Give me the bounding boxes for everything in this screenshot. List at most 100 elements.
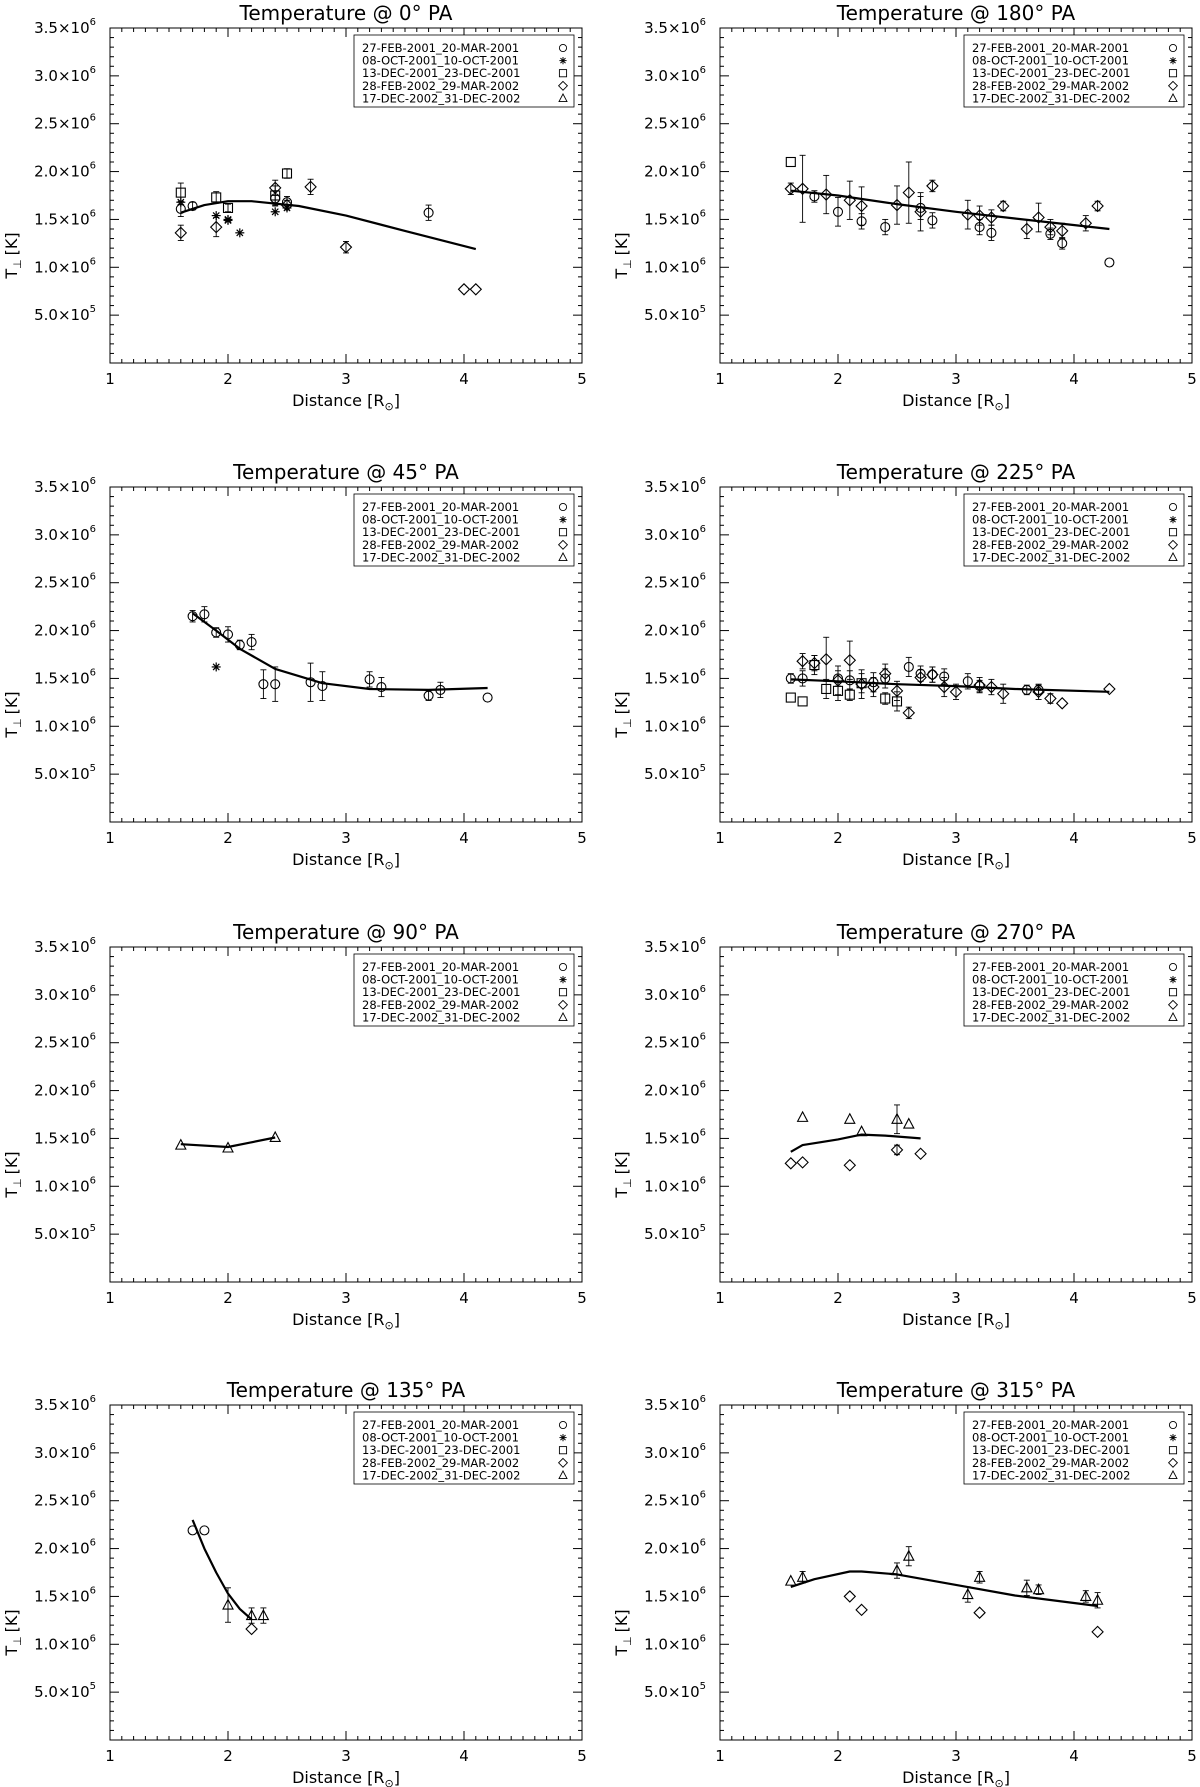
- y-axis-label-sub: ⊥: [11, 259, 24, 269]
- error-bar: [225, 1587, 231, 1623]
- legend-label: 08-OCT-2001_10-OCT-2001: [362, 973, 519, 987]
- legend-label: 17-DEC-2002_31-DEC-2002: [972, 550, 1130, 564]
- marker-square: [785, 156, 796, 168]
- legend-label: 13-DEC-2001_23-DEC-2001: [362, 66, 520, 80]
- marker-triangle: [245, 1608, 258, 1621]
- panel-7: Temperature @ 315° PA1 2 3 4 55.0×1051.0×106…: [612, 1378, 1197, 1787]
- error-bar: [213, 191, 220, 204]
- y-tick-label: 5.0×105: [644, 763, 706, 783]
- tick-exponent: 6: [90, 1175, 96, 1186]
- marker-diamond: [1091, 199, 1104, 213]
- error-bar: [976, 205, 983, 226]
- marker-diamond: [914, 205, 927, 219]
- marker-circle: [880, 222, 891, 233]
- tick-exponent: 6: [90, 256, 96, 267]
- marker-diamond: [996, 687, 1010, 701]
- legend-label: 08-OCT-2001_10-OCT-2001: [972, 54, 1129, 68]
- legend-label: 28-FEB-2002_29-MAR-2002: [362, 998, 519, 1012]
- tick-exponent: 6: [700, 1538, 706, 1549]
- x-tick-label: 2: [833, 370, 843, 388]
- legend-box: [963, 953, 1185, 1027]
- marker-circle: [1168, 962, 1178, 972]
- error-bar: [799, 670, 806, 687]
- y-axis-label: T⊥ [K]: [612, 232, 634, 279]
- tick-exponent: 5: [700, 1681, 706, 1692]
- x-axis-label: Distance [R⊙]: [292, 391, 400, 413]
- legend-marker: [1167, 1457, 1179, 1468]
- y-axis-label-unit: [K]: [612, 1151, 631, 1174]
- y-axis-label: T⊥ [K]: [612, 1151, 634, 1198]
- marker-diamond: [796, 654, 809, 668]
- tick-mantissa: 1.0×10: [34, 1177, 90, 1195]
- marker-circle: [558, 1420, 568, 1430]
- marker-diamond: [914, 1147, 927, 1161]
- marker-diamond: [973, 209, 986, 222]
- y-axis-label-text: T: [612, 1188, 631, 1199]
- y-axis-label: T⊥ [K]: [2, 1151, 24, 1198]
- y-tick-label: 2.5×106: [34, 1490, 96, 1510]
- y-tick-label: 2.0×106: [34, 1538, 96, 1558]
- legend-marker: [1168, 528, 1178, 537]
- tick-exponent: 5: [700, 763, 706, 774]
- tick-exponent: 6: [700, 161, 706, 172]
- tick-mantissa: 3.5×10: [644, 19, 700, 37]
- y-tick-label: 3.5×106: [34, 476, 96, 496]
- x-axis-label-text: Distance [R: [292, 850, 384, 869]
- marker-triangle: [1020, 1581, 1033, 1593]
- tick-exponent: 6: [90, 984, 96, 995]
- panel-0: Temperature @ 0° PA1 2 3 4 55.0×1051.0×1061.…: [2, 1, 587, 413]
- legend-marker: [1168, 552, 1178, 562]
- tick-mantissa: 2.5×10: [644, 1492, 700, 1510]
- tick-mantissa: 1.0×10: [34, 717, 90, 735]
- marker-diamond: [985, 680, 998, 694]
- marker-circle: [558, 502, 568, 512]
- error-bar: [835, 665, 841, 696]
- y-tick-label: 3.5×106: [34, 1394, 96, 1414]
- marker-triangle: [843, 1112, 856, 1124]
- marker-circle: [927, 215, 938, 226]
- marker-diamond: [784, 182, 798, 196]
- y-tick-label: 3.0×106: [644, 524, 706, 544]
- chart-title: Temperature @ 90° PA: [232, 920, 459, 944]
- tick-exponent: 6: [700, 476, 706, 487]
- error-bar: [846, 640, 853, 680]
- y-tick-label: 1.0×106: [34, 1633, 96, 1653]
- marker-circle: [785, 673, 796, 684]
- marker-diamond: [819, 188, 833, 201]
- legend-label: 13-DEC-2001_23-DEC-2001: [972, 525, 1130, 539]
- error-bar: [1023, 218, 1030, 240]
- tick-exponent: 6: [90, 113, 96, 124]
- legend-marker: [1168, 502, 1178, 512]
- x-tick-label: 3: [951, 829, 961, 847]
- tick-mantissa: 3.0×10: [34, 526, 90, 544]
- panel-2: Temperature @ 45° PA1 2 3 4 55.0×1051.0×1061…: [2, 460, 587, 872]
- marker-diamond: [268, 181, 282, 195]
- y-tick-label: 3.0×106: [34, 1442, 96, 1462]
- x-tick-label: 4: [459, 829, 469, 847]
- error-bar: [894, 680, 900, 701]
- tick-mantissa: 3.5×10: [644, 478, 700, 496]
- y-axis-label-text: T: [612, 1646, 631, 1657]
- legend-marker: [1168, 93, 1178, 103]
- tick-exponent: 6: [700, 524, 706, 535]
- tick-exponent: 6: [700, 1442, 706, 1453]
- error-bar: [425, 204, 432, 221]
- y-tick-label: 3.5×106: [34, 17, 96, 37]
- x-axis-label-close: ]: [1004, 850, 1010, 869]
- marker-circle: [211, 627, 222, 638]
- y-tick-label: 3.0×106: [644, 984, 706, 1004]
- marker-circle: [423, 207, 434, 218]
- error-bar: [905, 161, 912, 224]
- tick-exponent: 6: [700, 936, 706, 947]
- x-axis-label-close: ]: [1004, 1310, 1010, 1329]
- tick-exponent: 6: [700, 113, 706, 124]
- legend-marker: [558, 1446, 568, 1455]
- tick-exponent: 6: [700, 667, 706, 678]
- marker-diamond: [1044, 692, 1057, 705]
- tick-mantissa: 2.5×10: [644, 115, 700, 133]
- y-tick-label: 3.0×106: [644, 1442, 706, 1462]
- x-axis-label: Distance [R⊙]: [292, 850, 400, 872]
- tick-exponent: 6: [700, 1127, 706, 1138]
- marker-square: [844, 689, 855, 700]
- marker-square: [785, 692, 796, 703]
